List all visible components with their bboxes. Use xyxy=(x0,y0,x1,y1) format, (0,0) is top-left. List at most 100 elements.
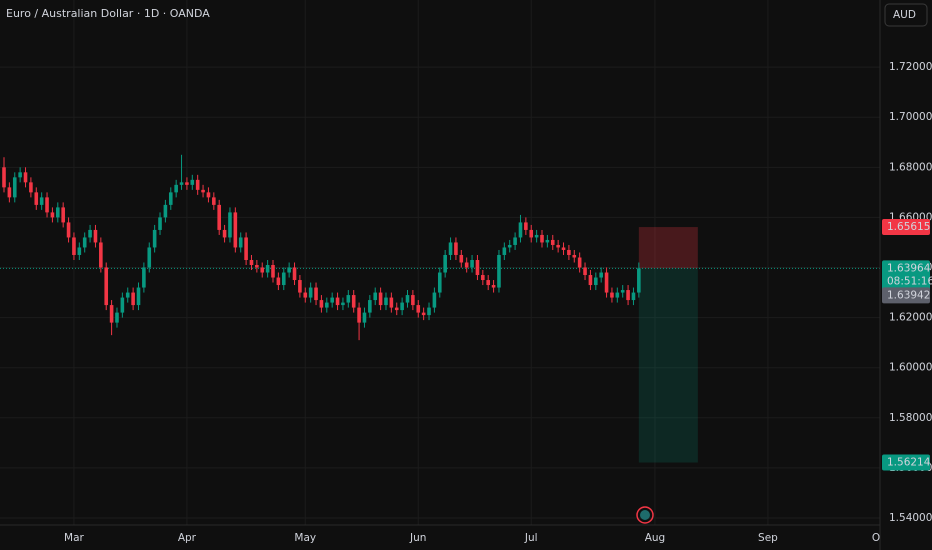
candle-body xyxy=(481,275,485,281)
candle-body xyxy=(346,295,351,303)
candle-body xyxy=(287,267,291,273)
candle-body xyxy=(421,312,426,316)
stop-loss-zone xyxy=(638,227,698,269)
candle-body xyxy=(260,267,265,273)
candle-body xyxy=(389,297,394,308)
candle-body xyxy=(459,254,464,263)
candle-body xyxy=(93,229,98,243)
y-tick-label: 1.68000 xyxy=(889,161,932,173)
candle-body xyxy=(610,292,614,298)
candle-body xyxy=(195,179,200,190)
candle-body xyxy=(292,267,297,281)
candle-body xyxy=(50,212,55,218)
candle-body xyxy=(136,287,141,306)
candle-body xyxy=(2,167,6,188)
candle-body xyxy=(373,292,378,301)
take-profit-label: 1.56214 xyxy=(887,457,931,469)
candle-body xyxy=(437,272,442,293)
candle-body xyxy=(56,207,60,218)
candle-body xyxy=(362,312,367,323)
candle-body xyxy=(303,292,308,298)
candle-body xyxy=(39,197,44,205)
candle-body xyxy=(384,297,388,306)
candle-body xyxy=(158,217,162,230)
candle-body xyxy=(368,300,372,313)
candle-body xyxy=(82,237,87,248)
candle-body xyxy=(222,229,227,238)
x-tick-label: Jul xyxy=(524,532,538,544)
event-dot xyxy=(640,510,650,520)
candle-body xyxy=(572,254,577,258)
currency-button[interactable] xyxy=(884,3,928,27)
candle-body xyxy=(583,267,587,276)
candle-body xyxy=(604,272,609,293)
candle-body xyxy=(72,237,76,255)
candle-body xyxy=(594,277,598,286)
chart-title: Euro / Australian Dollar · 1D · OANDA xyxy=(6,7,210,20)
candle-body xyxy=(228,212,232,238)
candle-body xyxy=(550,239,555,245)
candle-body xyxy=(357,307,361,323)
x-tick-label: May xyxy=(294,532,316,544)
candle-body xyxy=(125,292,130,298)
currency-label: AUD xyxy=(893,9,916,21)
candle-body xyxy=(588,275,593,286)
candle-body xyxy=(190,179,195,185)
candle-body xyxy=(255,265,259,268)
candle-body xyxy=(529,229,534,238)
candle-body xyxy=(233,212,238,248)
candle-body xyxy=(23,172,28,183)
y-tick-label: 1.60000 xyxy=(889,362,932,374)
candle-body xyxy=(217,204,221,230)
candle-body xyxy=(34,192,39,205)
y-tick-label: 1.62000 xyxy=(889,312,932,324)
candle-body xyxy=(470,259,474,268)
y-tick-label: 1.72000 xyxy=(889,61,932,73)
candle-body xyxy=(12,177,17,198)
candle-body xyxy=(179,182,184,185)
stop-loss-label: 1.65615 xyxy=(887,221,930,233)
candle-body xyxy=(405,295,410,303)
candle-body xyxy=(109,305,114,323)
candle-body xyxy=(163,204,168,218)
candle-body xyxy=(330,297,334,303)
candle-body xyxy=(577,257,582,268)
candle-body xyxy=(276,277,281,286)
events-icon[interactable] xyxy=(636,506,654,524)
candle-body xyxy=(244,237,248,260)
last-price-label-bg xyxy=(882,260,930,291)
event-ring xyxy=(636,506,654,524)
candle-body xyxy=(502,247,507,255)
candle-body xyxy=(534,234,539,238)
candle-body xyxy=(7,187,12,198)
candle-body xyxy=(152,229,157,248)
candle-body xyxy=(271,265,275,278)
candle-body xyxy=(18,172,22,178)
y-tick-label: 1.54000 xyxy=(889,512,932,524)
candle-body xyxy=(448,242,453,255)
candle-body xyxy=(341,302,345,306)
countdown: 08:51:16 xyxy=(887,275,932,287)
x-tick-label: Jun xyxy=(409,532,426,544)
candle-body xyxy=(238,237,243,248)
marker-price-label-bg xyxy=(882,287,930,304)
candle-body xyxy=(637,268,641,293)
candle-body xyxy=(88,229,92,238)
candle-body xyxy=(174,184,178,193)
candle-body xyxy=(212,197,216,205)
candle-body xyxy=(142,267,146,288)
candle-body xyxy=(400,302,404,311)
x-tick-label: Mar xyxy=(64,532,84,544)
candle-body xyxy=(599,272,603,278)
candle-body xyxy=(545,239,550,243)
candle-body xyxy=(561,247,566,250)
candle-body xyxy=(518,222,523,238)
candle-body xyxy=(540,234,544,243)
candle-body xyxy=(201,189,205,193)
x-tick-label: Apr xyxy=(178,532,197,544)
candle-body xyxy=(298,280,302,293)
candle-body xyxy=(77,247,82,255)
candle-body xyxy=(131,292,135,306)
candle-body xyxy=(147,247,152,268)
